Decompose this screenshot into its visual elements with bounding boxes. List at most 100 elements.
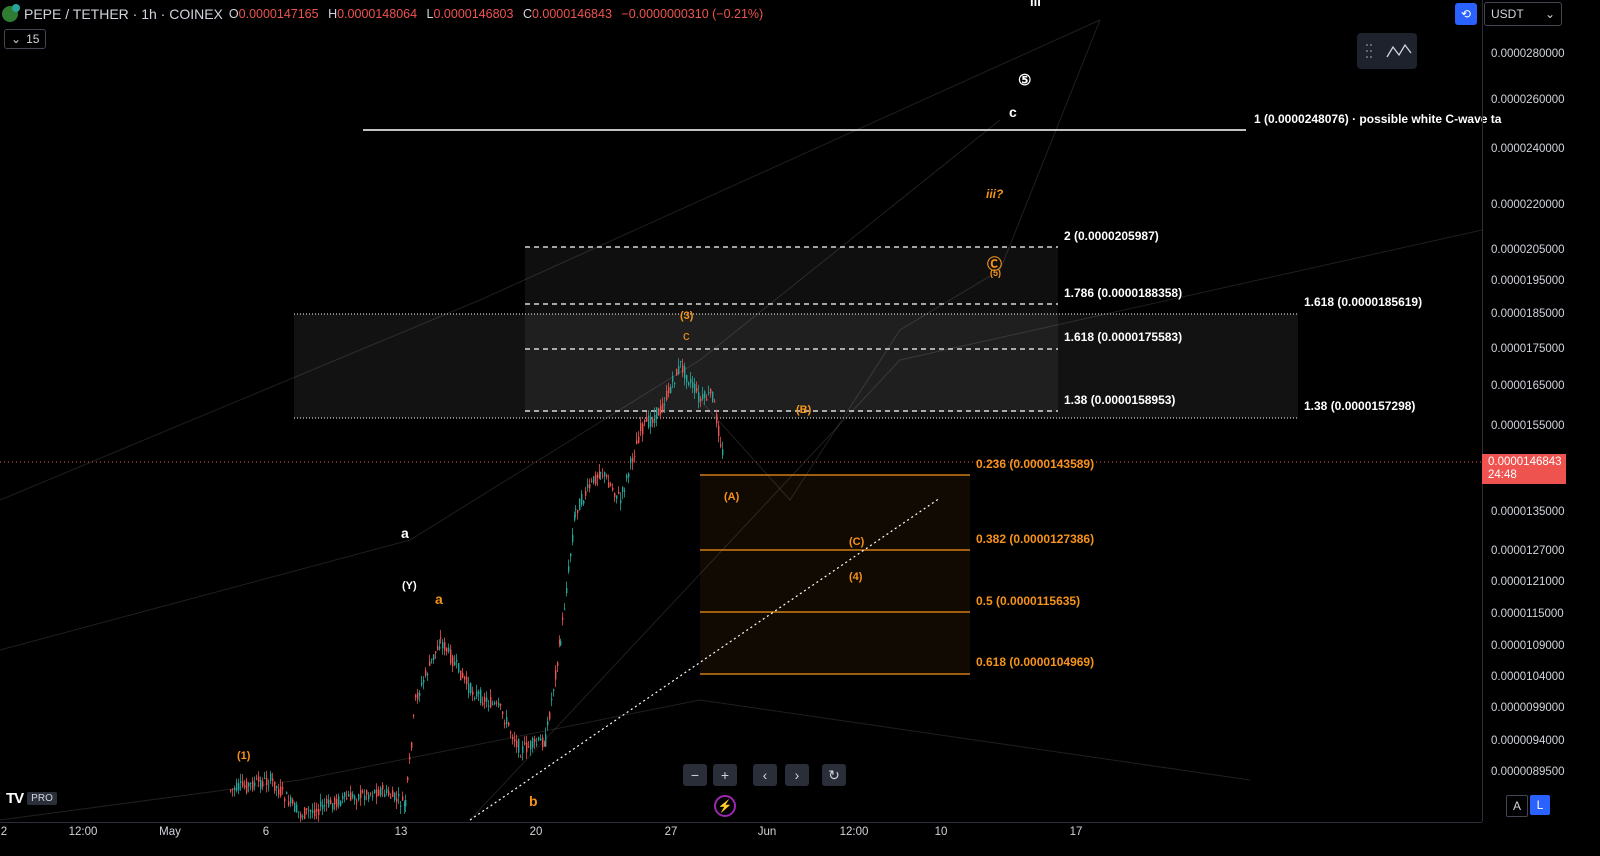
candle-body (658, 408, 660, 416)
candle-body (409, 756, 411, 760)
pro-badge: PRO (27, 792, 57, 805)
price-axis[interactable]: 0.0000280000 0.0000260000 0.0000240000 0.00… (1482, 0, 1600, 822)
candle-body (300, 814, 302, 819)
time-axis-label: Jun (757, 826, 777, 838)
candle-body (368, 794, 370, 800)
candle-body (514, 739, 516, 742)
candle-body (366, 790, 368, 795)
candle-body (618, 491, 620, 494)
candle-body (417, 692, 419, 700)
currency-select[interactable]: USDT ⌄ (1484, 2, 1562, 26)
candle-body (652, 418, 654, 423)
log-scale-button[interactable]: L (1530, 795, 1550, 815)
candle-body (570, 553, 572, 557)
fib-label: 1.618 (0.0000185619) (1304, 295, 1423, 309)
candle-body (716, 413, 718, 424)
candle-body (336, 798, 338, 808)
price-axis-label: 0.0000115000 (1491, 608, 1564, 620)
candle-body (374, 789, 376, 794)
candle-body (610, 483, 612, 486)
candle-body (624, 490, 626, 492)
scroll-right-button[interactable]: › (785, 764, 809, 786)
candle-body (587, 484, 589, 488)
reset-chart-button[interactable]: ↻ (822, 764, 846, 786)
wave-label: c (683, 328, 690, 343)
candle-body (712, 391, 714, 402)
candle-body (636, 440, 638, 445)
indicator-collapse-button[interactable]: ⌄ 15 (4, 29, 47, 49)
candle-body (714, 401, 716, 403)
candle-body (236, 782, 238, 791)
zoom-out-button[interactable]: − (683, 764, 707, 786)
price-axis-label: 0.0000099000 (1491, 702, 1565, 714)
candle-body (666, 390, 668, 400)
candle-body (612, 487, 614, 491)
price-axis-label: 0.0000185000 (1491, 308, 1565, 320)
auto-scale-button[interactable]: A (1506, 795, 1528, 817)
candle-body (488, 705, 490, 707)
candle-body (520, 756, 522, 758)
price-axis-label: 0.0000109000 (1491, 640, 1565, 652)
candle-body (312, 810, 314, 813)
candle-body (574, 515, 576, 521)
candle-body (492, 703, 494, 705)
candle-body (536, 743, 538, 745)
price-axis-label: 0.0000121000 (1491, 576, 1565, 588)
candle-body (334, 797, 336, 805)
time-axis[interactable]: 2 12:00 May 6 13 20 27 Jun 12:00 10 17 (0, 822, 1482, 856)
candle-body (423, 679, 425, 683)
candle-body (274, 781, 276, 792)
candle-body (302, 816, 304, 818)
candle-body (518, 739, 520, 753)
candle-body (282, 787, 284, 790)
symbol-title[interactable]: PEPE / TETHER · 1h · COINEX (24, 6, 223, 22)
candle-body (551, 698, 553, 701)
candle-body (549, 712, 551, 720)
price-axis-label: 0.0000195000 (1491, 275, 1565, 287)
candle-body (694, 384, 696, 393)
price-axis-label: 0.0000155000 (1491, 420, 1565, 432)
pattern-widget[interactable] (1357, 33, 1417, 69)
candle-body (604, 472, 606, 477)
candle-body (526, 742, 528, 753)
candle-body (340, 800, 342, 806)
candle-body (272, 778, 274, 781)
candle-body (360, 789, 362, 799)
scroll-left-button[interactable]: ‹ (753, 764, 777, 786)
sync-button[interactable]: ⟲ (1455, 3, 1477, 25)
candle-body (402, 796, 404, 801)
ohlc-high: 0.0000148064 (337, 7, 418, 21)
candle-body (530, 741, 532, 750)
candle-body (544, 742, 546, 746)
time-axis-label: 6 (262, 826, 270, 838)
candle-body (326, 798, 328, 804)
lightning-icon[interactable]: ⚡ (714, 795, 736, 817)
candle-body (260, 780, 262, 789)
candle-body (614, 493, 616, 498)
time-axis-label: May (159, 826, 181, 838)
candle-body (232, 788, 234, 790)
candle-body (242, 781, 244, 787)
candle-body (702, 394, 704, 400)
wave-label: (B) (796, 404, 812, 416)
candle-body (284, 798, 286, 802)
candle-body (553, 689, 555, 691)
candle-body (585, 491, 587, 496)
candle-body (390, 797, 392, 799)
candle-body (490, 696, 492, 708)
candle-body (400, 805, 402, 807)
candle-body (700, 398, 702, 401)
candle-body (545, 734, 547, 747)
zoom-in-button[interactable]: + (713, 764, 737, 786)
time-axis-label: 17 (1069, 826, 1083, 838)
candle-body (460, 670, 462, 681)
price-chart[interactable] (0, 0, 1482, 822)
wave-label: c (1009, 104, 1017, 120)
candle-body (676, 369, 678, 376)
candle-body (542, 737, 544, 748)
candle-body (348, 794, 350, 797)
candle-body (494, 702, 496, 705)
candle-body (692, 382, 694, 388)
candle-body (450, 649, 452, 664)
price-axis-label: 0.0000175000 (1491, 343, 1565, 355)
